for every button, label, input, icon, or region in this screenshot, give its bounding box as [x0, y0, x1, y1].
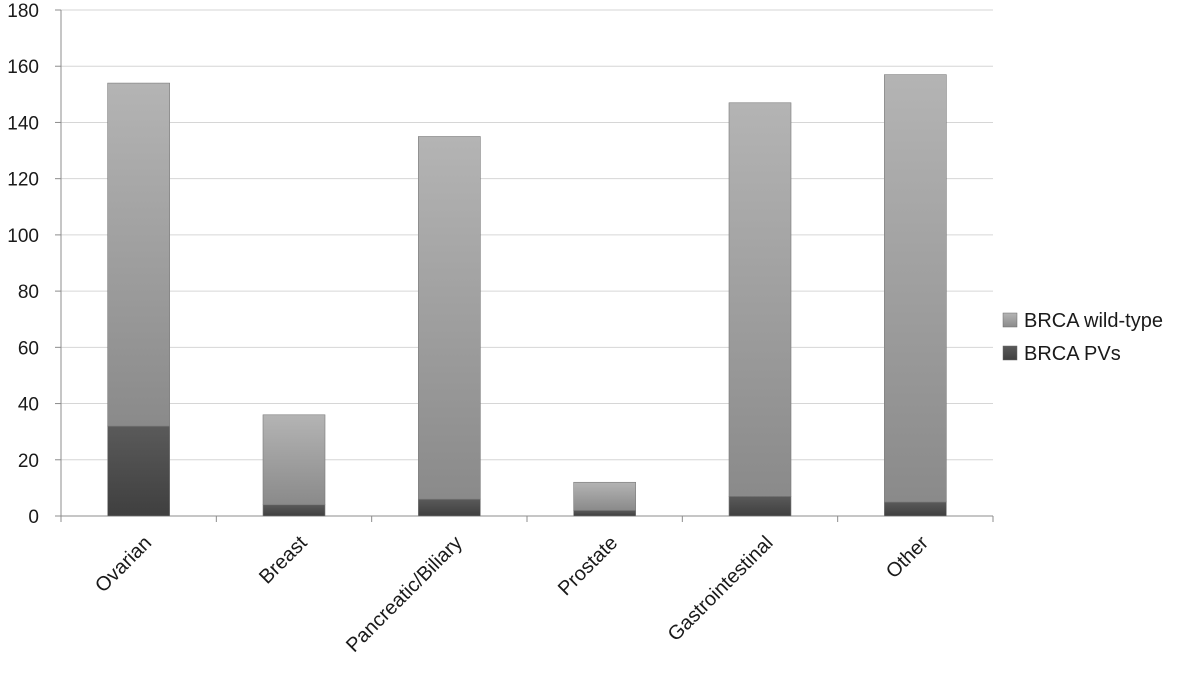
bar-brca-pvs-breast [262, 504, 326, 517]
bar-brca-wild-type-gastrointestinal [728, 102, 792, 497]
y-tick-label: 180 [7, 1, 39, 22]
y-tick-label: 60 [18, 338, 39, 359]
bar-brca-pvs-ovarian [107, 425, 170, 517]
y-tick-label: 80 [18, 282, 39, 303]
bar-brca-pvs-prostate [573, 510, 636, 517]
bars [107, 74, 947, 517]
bar-brca-wild-type-other [884, 74, 947, 503]
y-tick-label: 140 [7, 113, 39, 134]
y-tick-label: 40 [18, 395, 39, 416]
y-tick-label: 0 [28, 507, 39, 528]
bar-brca-wild-type-ovarian [107, 82, 170, 427]
y-tick-label: 20 [18, 451, 39, 472]
y-tick-labels: 0 20 40 60 80 100 120 140 160 180 [7, 1, 39, 528]
legend: BRCA wild-type BRCA PVs [1002, 310, 1163, 365]
x-category-label: Breast [255, 532, 312, 589]
gridlines [61, 9, 993, 461]
y-tick-label: 120 [7, 170, 39, 191]
bar-brca-wild-type-pancreatic-biliary [418, 136, 481, 500]
legend-swatch [1002, 312, 1018, 328]
legend-label: BRCA wild-type [1024, 310, 1163, 332]
x-category-label: Pancreatic/Biliary [342, 532, 467, 657]
y-tick-label: 160 [7, 57, 39, 78]
y-tick-label: 100 [7, 226, 39, 247]
bar-brca-pvs-gastrointestinal [728, 496, 792, 517]
axes [55, 9, 994, 522]
x-category-labels: Ovarian Breast Pancreatic/Biliary Prostate G… [91, 532, 933, 657]
x-category-label: Other [882, 532, 933, 583]
x-category-label: Gastrointestinal [664, 532, 778, 646]
x-category-label: Ovarian [91, 532, 156, 597]
bar-brca-pvs-pancreatic-biliary [418, 498, 481, 517]
bar-brca-wild-type-prostate [573, 481, 636, 511]
bar-brca-pvs-other [884, 501, 947, 517]
x-category-label: Prostate [554, 532, 622, 600]
legend-swatch [1002, 345, 1018, 361]
bar-brca-wild-type-breast [262, 414, 326, 506]
legend-label: BRCA PVs [1024, 343, 1121, 365]
